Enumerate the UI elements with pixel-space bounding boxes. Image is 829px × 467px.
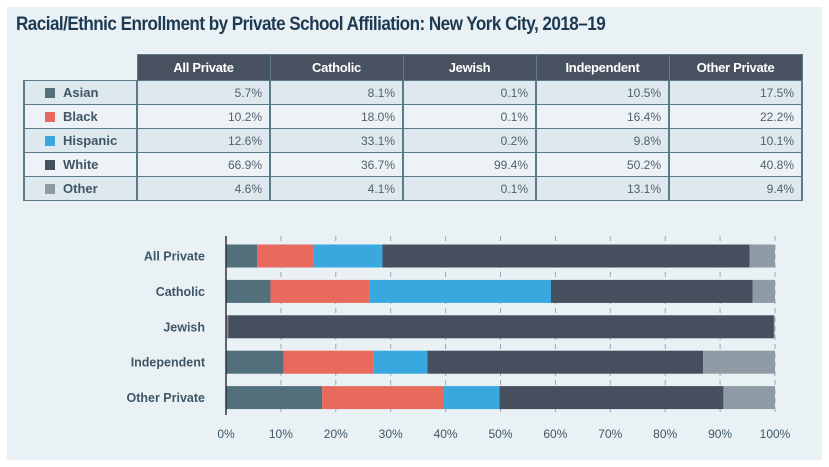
table-cell: 10.2% [136,104,271,129]
bar-segment-hispanic [313,244,383,268]
table-cell: 4.6% [136,176,271,201]
table-cell: 40.8% [668,152,803,177]
legend-swatch-icon [45,160,55,170]
row-label-text: White [63,157,99,172]
bar-segment-hispanic [227,315,229,339]
table-cell: 10.5% [535,80,670,105]
row-label: Asian [23,80,138,105]
bar-segment-asian [226,279,271,303]
row-label-text: Black [63,109,98,124]
bar-segment-hispanic [369,279,552,303]
bar-segment-black [322,386,444,410]
table-cell: 33.1% [269,128,404,153]
table-cell: 13.1% [535,176,670,201]
bar-segment-hispanic [443,386,500,410]
row-label: Hispanic [23,128,138,153]
x-tick-label: 10% [269,427,293,441]
table-cell: 0.2% [402,128,537,153]
table-row: Hispanic 12.6% 33.1% 0.2% 9.8% 10.1% [23,128,803,153]
table-row: Other 4.6% 4.1% 0.1% 13.1% 9.4% [23,176,803,201]
x-tick-label: 40% [434,427,458,441]
y-category-label: All Private [144,250,205,264]
legend-swatch-icon [45,112,55,122]
table-cell: 99.4% [402,152,537,177]
x-tick-label: 20% [324,427,348,441]
bar-segment-white [499,386,724,410]
bar-segment-other [752,279,775,303]
bar-segment-white [427,350,704,374]
chart-title: Racial/Ethnic Enrollment by Private Scho… [16,14,606,35]
bar-segment-other [723,386,775,410]
header-jewish: Jewish [402,54,537,81]
table-cell: 0.1% [402,176,537,201]
bar-segment-white [228,315,774,339]
row-label: Other [23,176,138,201]
x-tick-label: 80% [653,427,677,441]
header-blank [24,54,137,81]
legend-swatch-icon [45,88,55,98]
table-cell: 10.1% [668,128,803,153]
table-cell: 9.8% [535,128,670,153]
bar-segment-asian [226,244,258,268]
row-label: Black [23,104,138,129]
bar-segment-black [270,279,370,303]
row-label-text: Hispanic [63,133,118,148]
table-cell: 16.4% [535,104,670,129]
x-tick-label: 70% [598,427,622,441]
table-cell: 5.7% [136,80,271,105]
table-row: Asian 5.7% 8.1% 0.1% 10.5% 17.5% [23,80,803,105]
row-label-text: Other [63,181,98,196]
bar-segment-black [283,350,374,374]
bar-segment-asian [226,350,284,374]
x-tick-label: 60% [543,427,567,441]
header-other-private: Other Private [668,54,803,81]
header-catholic: Catholic [269,54,404,81]
x-tick-label: 90% [708,427,732,441]
x-tick-label: 100% [760,427,791,441]
y-category-label: Jewish [163,320,205,334]
table-row: White 66.9% 36.7% 99.4% 50.2% 40.8% [23,152,803,177]
bar-segment-black [226,315,228,339]
table-cell: 8.1% [269,80,404,105]
x-tick-label: 0% [217,427,235,441]
y-category-label: Independent [131,356,206,370]
y-category-label: Other Private [126,391,205,405]
data-table: All Private Catholic Jewish Independent … [23,54,803,201]
bar-segment-other [749,244,775,268]
table-cell: 36.7% [269,152,404,177]
table-cell: 22.2% [668,104,803,129]
legend-swatch-icon [45,184,55,194]
table-cell: 4.1% [269,176,404,201]
x-tick-label: 30% [379,427,403,441]
table-cell: 9.4% [668,176,803,201]
row-label: White [23,152,138,177]
table-cell: 18.0% [269,104,404,129]
y-category-label: Catholic [156,285,205,299]
bar-segment-black [257,244,314,268]
bar-segment-hispanic [373,350,428,374]
bar-segment-other [703,350,775,374]
legend-swatch-icon [45,136,55,146]
table-cell: 17.5% [668,80,803,105]
bar-segment-other [773,315,775,339]
bar-segment-white [382,244,750,268]
table-row: Black 10.2% 18.0% 0.1% 16.4% 22.2% [23,104,803,129]
header-all-private: All Private [136,54,271,81]
row-label-text: Asian [63,85,99,100]
table-cell: 12.6% [136,128,271,153]
bar-segment-white [551,279,753,303]
x-tick-label: 50% [488,427,512,441]
bar-segment-asian [226,386,323,410]
table-cell: 66.9% [136,152,271,177]
